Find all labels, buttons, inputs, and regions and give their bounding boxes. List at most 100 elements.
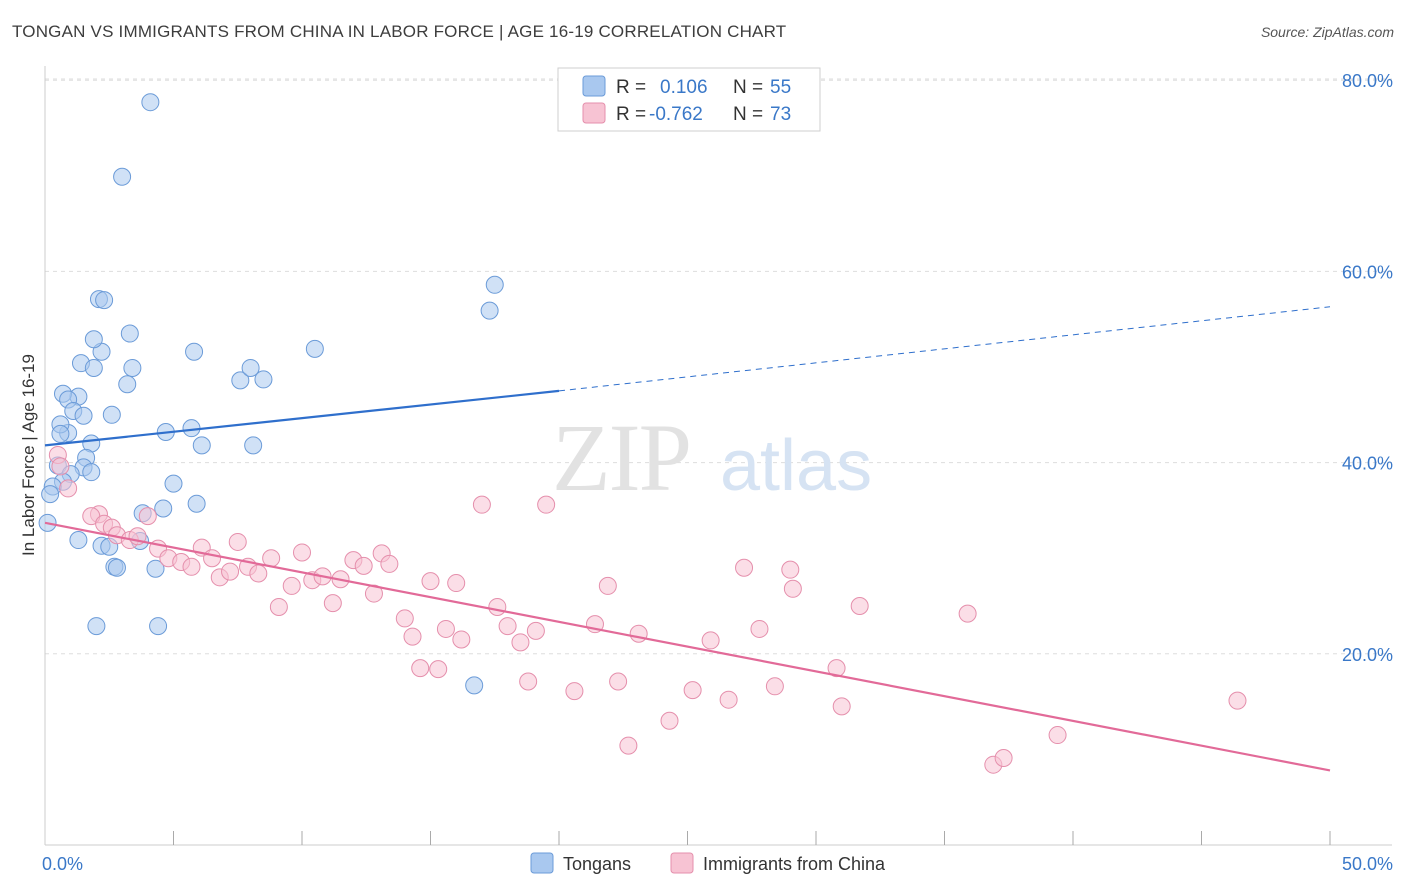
point-china-44 [488, 597, 507, 616]
point-china-18 [221, 562, 240, 581]
x-tick-label-50: 50.0% [1342, 854, 1393, 874]
bottom-legend-label-china: Immigrants from China [703, 854, 886, 874]
point-tongans-47 [231, 371, 250, 390]
bottom-legend: Tongans Immigrants from China [530, 852, 886, 874]
point-china-70 [994, 749, 1013, 768]
legend-n-label-pink: N = [733, 104, 763, 125]
point-china-66 [832, 697, 851, 716]
x-tick-label-0: 0.0% [42, 854, 83, 874]
point-china-53 [609, 672, 628, 691]
point-china-63 [781, 560, 800, 579]
point-tongans-17 [74, 406, 93, 425]
point-tongans-29 [82, 463, 101, 482]
point-china-65 [827, 659, 846, 678]
point-china-56 [660, 711, 679, 730]
point-tongans-52 [485, 275, 504, 294]
point-china-37 [411, 659, 430, 678]
point-china-2 [59, 479, 78, 498]
point-china-1 [51, 457, 70, 476]
watermark-atlas: atlas [720, 426, 872, 506]
point-china-28 [323, 594, 342, 613]
point-china-45 [498, 617, 517, 636]
point-tongans-10 [84, 358, 103, 377]
point-tongans-49 [241, 358, 260, 377]
legend: R = 0.106 N = 55 R = -0.762 N = 73 [557, 67, 821, 132]
point-china-61 [750, 619, 769, 638]
point-china-71 [1048, 726, 1067, 745]
legend-swatch-blue [582, 75, 606, 97]
watermark-zip: ZIP [552, 404, 690, 511]
point-china-35 [395, 609, 414, 628]
point-tongans-2 [185, 342, 204, 361]
point-china-25 [293, 543, 311, 562]
points-tongans [38, 93, 504, 695]
bottom-legend-swatch-blue [530, 852, 554, 874]
point-china-36 [403, 627, 422, 646]
point-china-14 [182, 557, 201, 576]
axes [44, 66, 1392, 846]
trendline-china [44, 521, 1331, 772]
point-china-59 [719, 690, 738, 709]
point-tongans-38 [69, 531, 88, 550]
chart-title: TONGAN VS IMMIGRANTS FROM CHINA IN LABOR… [12, 22, 787, 41]
point-tongans-5 [120, 324, 139, 343]
point-china-42 [452, 630, 471, 649]
point-china-23 [269, 597, 288, 616]
point-china-31 [354, 556, 373, 575]
watermark: ZIP atlas [552, 404, 872, 511]
point-china-47 [519, 672, 538, 691]
point-china-39 [429, 660, 448, 679]
point-china-46 [511, 633, 530, 652]
point-tongans-35 [187, 494, 206, 513]
point-china-34 [380, 554, 399, 573]
legend-n-label-blue: N = [733, 77, 763, 98]
legend-n-value-pink: 73 [770, 104, 791, 125]
legend-r-value-pink: -0.762 [649, 104, 703, 125]
point-china-43 [472, 495, 491, 514]
point-tongans-12 [118, 375, 137, 394]
point-tongans-1 [113, 167, 132, 186]
point-tongans-50 [305, 339, 324, 358]
point-china-67 [850, 597, 869, 615]
legend-r-label-pink: R = [616, 104, 646, 125]
point-china-49 [537, 495, 556, 514]
y-tick-label-60: 60.0% [1342, 262, 1393, 282]
point-china-57 [683, 681, 702, 700]
point-china-32 [364, 584, 383, 603]
source-label: Source: ZipAtlas.com [1260, 24, 1394, 40]
point-china-21 [249, 564, 268, 583]
point-china-60 [735, 558, 754, 577]
point-tongans-54 [465, 676, 484, 695]
point-china-38 [421, 572, 440, 591]
point-tongans-24 [192, 436, 211, 455]
y-axis-title: In Labor Force | Age 16-19 [19, 354, 38, 556]
point-china-62 [765, 677, 784, 696]
point-tongans-45 [87, 617, 106, 636]
point-china-41 [447, 574, 466, 593]
legend-r-value-blue: 0.106 [660, 77, 708, 98]
y-tick-label-80: 80.0% [1342, 71, 1393, 91]
legend-swatch-pink [582, 102, 606, 124]
point-tongans-20 [51, 424, 70, 443]
y-tick-label-40: 40.0% [1342, 454, 1393, 474]
point-tongans-8 [84, 330, 103, 349]
trendline-tongans [44, 389, 560, 447]
point-china-48 [526, 621, 545, 640]
point-china-54 [619, 736, 638, 755]
point-tongans-18 [102, 405, 121, 424]
bottom-legend-label-tongans: Tongans [563, 854, 631, 874]
point-tongans-53 [480, 301, 499, 320]
point-china-50 [565, 682, 584, 701]
point-china-24 [282, 576, 301, 595]
point-tongans-37 [154, 499, 173, 518]
point-china-68 [958, 604, 977, 623]
point-tongans-48 [254, 370, 273, 389]
y-tick-labels: 20.0% 40.0% 60.0% 80.0% [1342, 71, 1393, 665]
point-china-58 [701, 631, 720, 650]
legend-r-label-blue: R = [616, 77, 646, 98]
point-tongans-11 [123, 358, 142, 377]
point-china-19 [228, 532, 247, 551]
point-china-10 [138, 507, 157, 526]
point-tongans-33 [164, 474, 183, 493]
